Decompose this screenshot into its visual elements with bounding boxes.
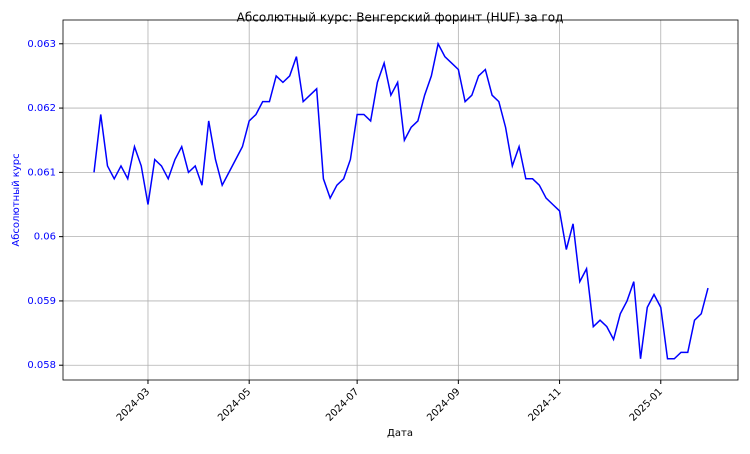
y-tick-label: 0.06 [34, 232, 56, 243]
y-axis-label: Абсолютный курс [11, 153, 22, 246]
plot-frame [62, 19, 739, 381]
y-tick-label: 0.059 [27, 296, 56, 307]
x-axis-label: Дата [387, 428, 413, 439]
y-tick-label: 0.063 [27, 39, 56, 50]
chart-title: Абсолютный курс: Венгерский форинт (HUF)… [237, 11, 564, 25]
y-tick-label: 0.062 [27, 103, 56, 114]
y-tick-label: 0.061 [27, 167, 56, 178]
line [93, 41, 709, 360]
y-tick-label: 0.058 [27, 360, 56, 371]
